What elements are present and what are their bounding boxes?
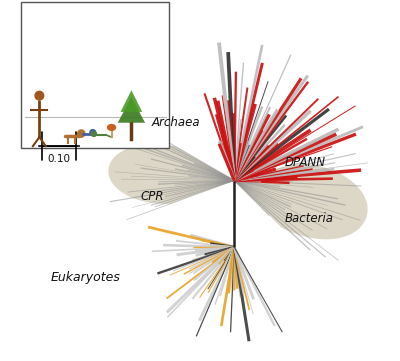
Polygon shape [120,90,142,112]
Polygon shape [108,144,234,204]
Circle shape [91,131,96,136]
Text: Bacteria: Bacteria [285,212,334,225]
Text: Archaea: Archaea [151,116,200,129]
Ellipse shape [108,125,116,130]
Text: Eukaryotes: Eukaryotes [50,271,120,284]
Circle shape [78,130,85,137]
Circle shape [35,91,44,100]
Polygon shape [118,97,145,123]
Circle shape [90,130,96,135]
Text: DPANN: DPANN [285,156,326,169]
Text: CPR: CPR [140,190,164,203]
Bar [21,2,169,148]
Text: 0.10: 0.10 [48,154,71,164]
Polygon shape [234,163,368,239]
